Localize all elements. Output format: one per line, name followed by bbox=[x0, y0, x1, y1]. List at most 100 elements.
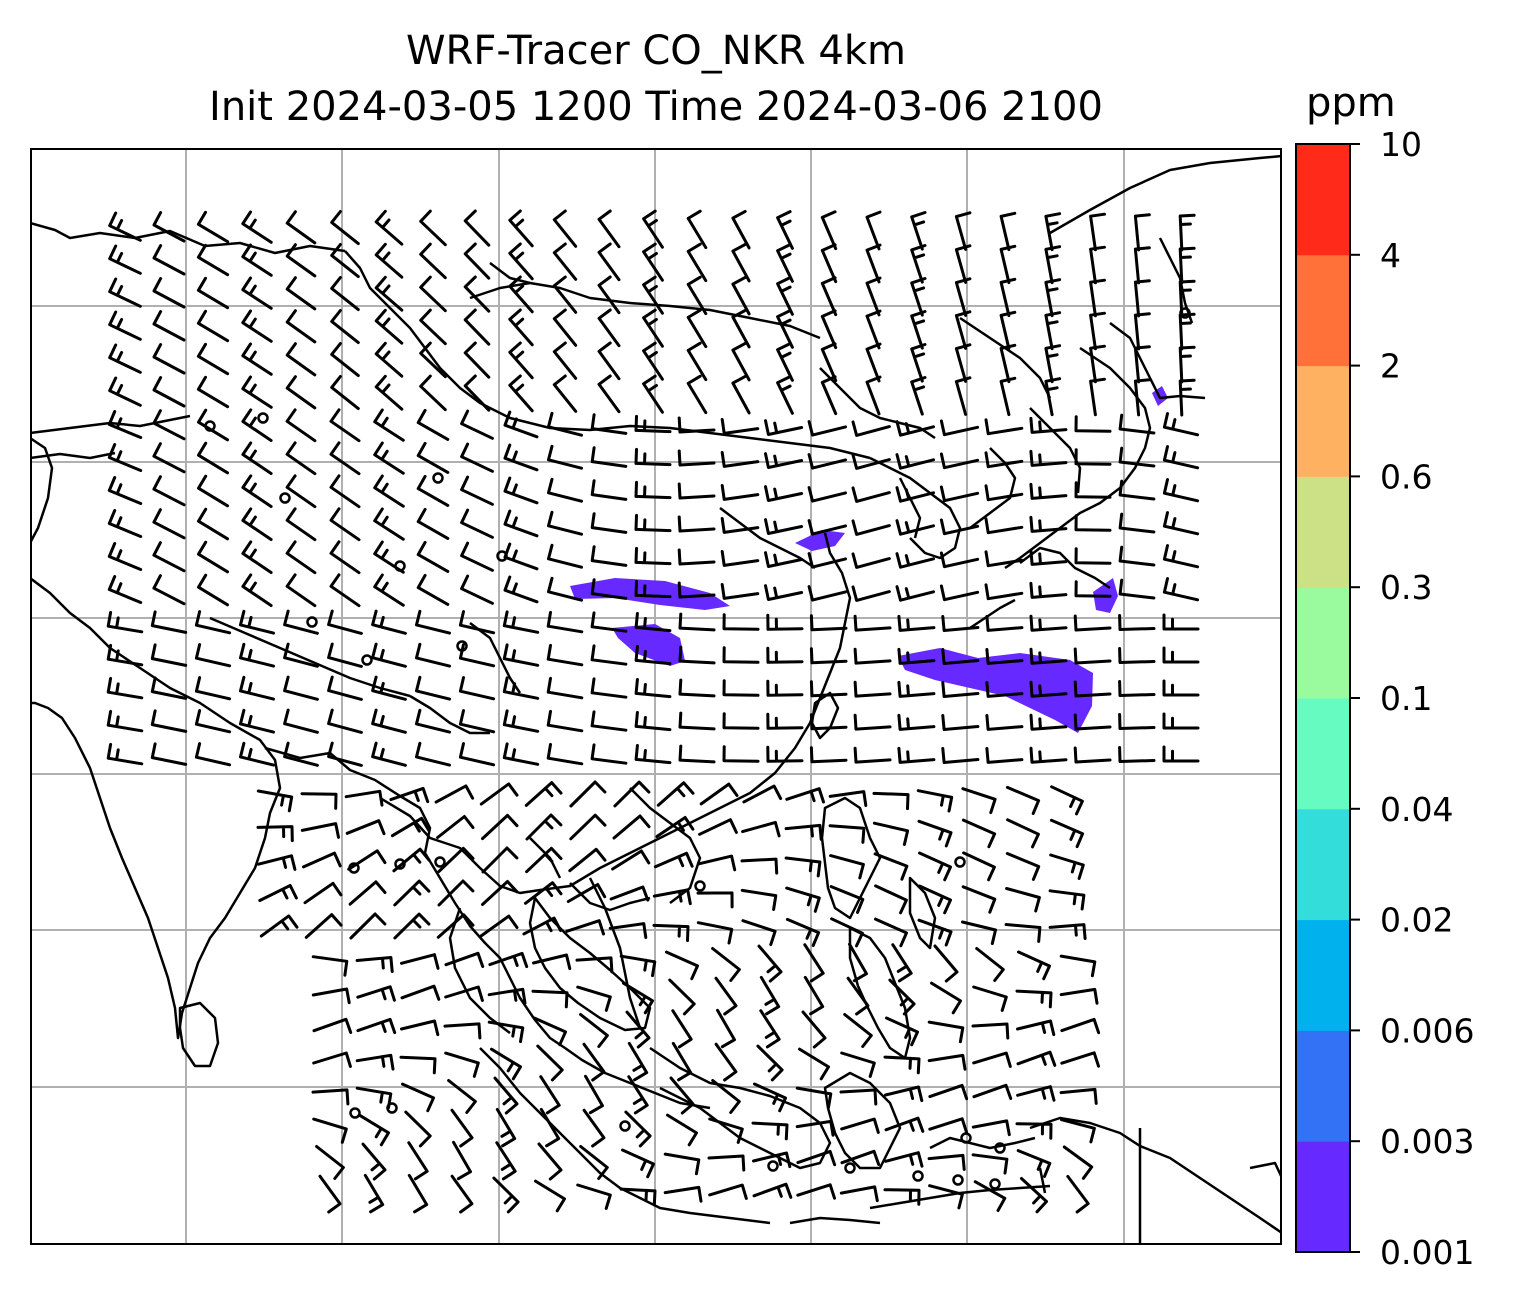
wind-barb bbox=[985, 747, 1024, 764]
wind-barb bbox=[502, 610, 540, 634]
wind-barb bbox=[547, 411, 583, 437]
wind-barb bbox=[196, 375, 230, 409]
wind-barb bbox=[840, 1149, 881, 1166]
wind-barb bbox=[941, 615, 980, 632]
wind-barbs bbox=[106, 209, 1200, 1214]
wind-barb bbox=[460, 574, 494, 605]
wind-barb bbox=[371, 708, 407, 734]
wind-barb bbox=[1118, 680, 1156, 697]
wind-barb bbox=[642, 374, 664, 414]
wind-barb bbox=[415, 708, 451, 734]
wind-barb bbox=[961, 787, 997, 815]
wind-barb bbox=[522, 916, 563, 936]
wind-barb bbox=[371, 741, 407, 767]
wind-barb bbox=[419, 275, 447, 313]
wind-barb bbox=[803, 943, 825, 983]
wind-barb bbox=[851, 552, 891, 569]
wind-barb bbox=[634, 612, 672, 633]
wind-barb bbox=[349, 912, 387, 940]
wind-barb bbox=[503, 476, 539, 505]
wind-barb bbox=[809, 746, 848, 764]
wind-barb bbox=[1074, 514, 1112, 532]
wind-barb bbox=[1048, 889, 1086, 911]
wind-barb bbox=[917, 918, 953, 947]
wind-barb bbox=[524, 881, 563, 905]
wind-barb bbox=[481, 813, 519, 841]
wind-barb bbox=[152, 310, 186, 342]
wind-barb bbox=[107, 542, 143, 571]
wind-barb bbox=[419, 242, 447, 280]
wind-barb bbox=[742, 784, 783, 804]
wind-barb bbox=[463, 275, 491, 313]
wind-barb bbox=[444, 985, 484, 1002]
wind-barb bbox=[460, 409, 494, 440]
wind-barb bbox=[634, 414, 672, 434]
wind-barb bbox=[419, 308, 447, 346]
wind-barb bbox=[865, 375, 882, 416]
wind-barb bbox=[731, 242, 751, 283]
wind-barb bbox=[971, 1022, 1010, 1040]
wind-barb bbox=[686, 374, 708, 415]
wind-barb bbox=[801, 1010, 827, 1049]
wind-barb bbox=[939, 518, 980, 536]
wind-barb bbox=[853, 713, 892, 731]
wind-barb bbox=[686, 308, 708, 349]
calm-wind-circle bbox=[434, 856, 446, 868]
wind-barb bbox=[533, 1016, 567, 1047]
wind-barb bbox=[374, 308, 404, 345]
wind-barb bbox=[851, 585, 891, 602]
calm-wind-circle bbox=[394, 858, 406, 870]
wind-barb bbox=[407, 1173, 429, 1214]
wind-barb bbox=[508, 209, 534, 248]
wind-barb bbox=[609, 885, 650, 902]
wind-barb bbox=[503, 410, 539, 439]
wind-barb bbox=[1074, 415, 1112, 433]
wind-barb bbox=[443, 1022, 482, 1040]
wind-barb bbox=[300, 822, 340, 839]
wind-barb bbox=[492, 1176, 520, 1214]
colorbar-segment bbox=[1296, 808, 1350, 921]
wind-barb bbox=[619, 954, 657, 978]
wind-barb bbox=[731, 275, 751, 316]
wind-barb bbox=[194, 610, 232, 635]
wind-barb bbox=[669, 1076, 695, 1115]
wind-barb bbox=[590, 545, 628, 567]
wind-barb bbox=[985, 714, 1024, 731]
wind-barb bbox=[569, 813, 607, 841]
wind-barb bbox=[999, 211, 1017, 252]
wind-barb bbox=[463, 209, 491, 247]
wind-barb bbox=[634, 480, 672, 500]
wind-barb bbox=[479, 782, 519, 806]
wind-barb bbox=[404, 1110, 432, 1148]
wind-barb bbox=[152, 508, 186, 540]
colorbar-tick-label: 0.3 bbox=[1380, 568, 1432, 607]
wind-barb bbox=[373, 573, 405, 607]
wind-barb bbox=[708, 1117, 744, 1144]
wind-barb bbox=[671, 1041, 693, 1082]
wind-barb bbox=[150, 709, 188, 733]
wind-barb bbox=[642, 341, 664, 381]
colorbar-tick-label: 0.1 bbox=[1380, 679, 1432, 718]
wind-barb bbox=[597, 275, 621, 315]
wind-barb bbox=[415, 741, 451, 767]
wind-barb bbox=[941, 681, 980, 698]
wind-barb bbox=[415, 609, 451, 635]
wind-barb bbox=[330, 342, 360, 378]
wind-barb bbox=[865, 243, 882, 284]
wind-barb bbox=[463, 341, 491, 379]
wind-barb bbox=[311, 1088, 350, 1106]
wind-barb bbox=[532, 953, 572, 971]
wind-barb bbox=[590, 743, 628, 765]
wind-barb bbox=[401, 1082, 435, 1113]
wind-barb bbox=[283, 609, 319, 635]
wind-barb bbox=[194, 676, 232, 701]
wind-barb bbox=[928, 1083, 969, 1101]
wind-barb bbox=[400, 953, 440, 970]
wind-barb bbox=[927, 1053, 967, 1071]
wind-barb bbox=[546, 676, 584, 700]
wind-barb bbox=[479, 914, 519, 938]
wind-barb bbox=[939, 584, 980, 602]
wind-barb bbox=[939, 452, 980, 470]
calm-wind-circle bbox=[952, 1174, 964, 1186]
wind-barb bbox=[356, 1017, 397, 1035]
